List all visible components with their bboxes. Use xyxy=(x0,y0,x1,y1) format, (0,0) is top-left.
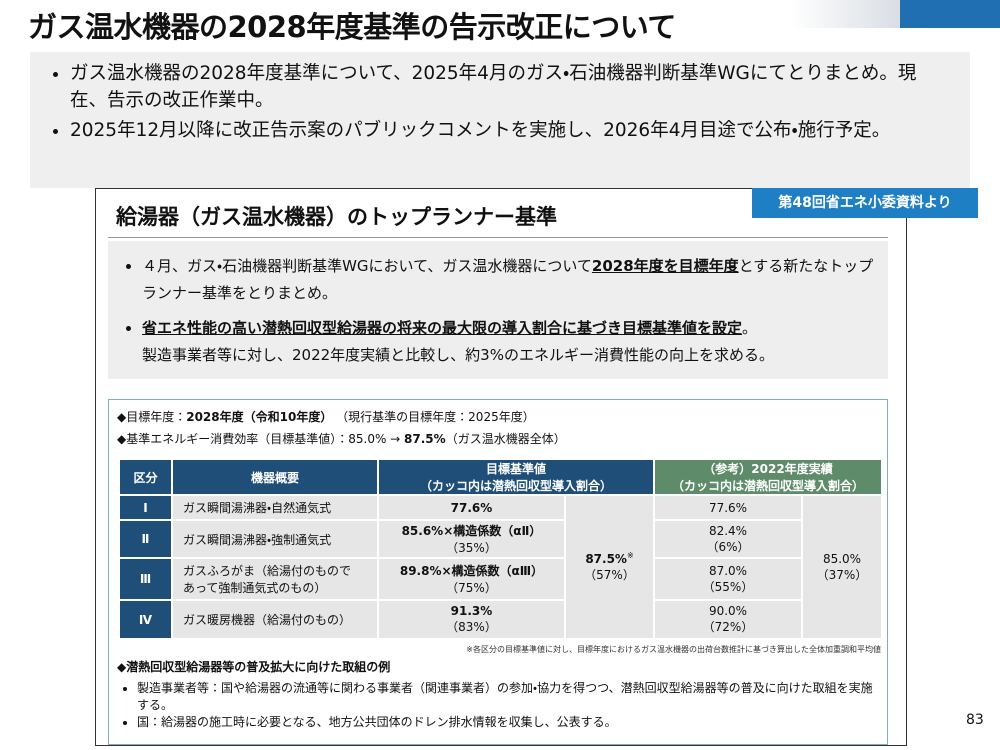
target-total: 87.5%※ （57%） xyxy=(566,496,653,638)
emphasis: 87.5% xyxy=(404,432,446,446)
decoration xyxy=(900,0,1000,28)
target-cell: 77.6% xyxy=(379,496,564,519)
actual-cell: 82.4% （6%） xyxy=(655,521,801,557)
measure-list: 製造事業者等：国や給湯器の流通等に関わる事業者（関連事業者）の参加・協力を得つつ… xyxy=(117,680,877,731)
page-number: 83 xyxy=(966,712,984,728)
text: 90.0% xyxy=(708,604,748,618)
text: ◆基準エネルギー消費効率（目標基準値）：85.0% → xyxy=(117,432,405,446)
text: 目標基準値 xyxy=(485,462,546,476)
text: （参考）2022年度実績 xyxy=(703,462,833,476)
text: （55%） xyxy=(702,579,754,594)
text: 89.8%×構造係数（αⅢ） xyxy=(399,564,544,578)
slide-title: 給湯器（ガス温水機器）のトップランナー基準 xyxy=(116,205,557,229)
bullet: 国：給湯器の施工時に必要となる、地方公共団体のドレン排水情報を収集し、公表する。 xyxy=(137,714,877,731)
actual-cell: 77.6% xyxy=(655,496,801,519)
text: （カッコ内は潜熱回収型導入割合） xyxy=(419,479,612,493)
text: 85.6%×構造係数（αⅡ） xyxy=(401,524,542,538)
text: 87.0% xyxy=(708,563,748,578)
text: ４月、ガス・石油機器判断基準WGにおいて、ガス温水機器について xyxy=(142,257,592,275)
text: ◆目標年度： xyxy=(117,410,187,424)
desc-cell: ガス瞬間湯沸器・強制通気式 xyxy=(173,521,377,557)
page-title: ガス温水機器の2028年度基準の告示改正について xyxy=(28,10,676,44)
measures-title: ◆潜熱回収型給湯器等の普及拡大に向けた取組の例 xyxy=(117,660,391,674)
emphasis: 2028年度（令和10年度） xyxy=(186,410,333,424)
emphasis: 省エネ性能の高い潜熱回収型給湯器の将来の最大限の導入割合に基づき目標基準値を設定 xyxy=(142,319,743,337)
text: 。 xyxy=(742,319,758,337)
actual-cell: 90.0% （72%） xyxy=(655,601,801,638)
note-mark: ※ xyxy=(626,551,634,560)
standard-box: ◆目標年度：2028年度（令和10年度） （現行基準の目標年度：2025年度） … xyxy=(108,399,888,745)
info-line: ◆基準エネルギー消費効率（目標基準値）：85.0% → 87.5%（ガス温水機器… xyxy=(117,430,566,447)
header-cell: 機器概要 xyxy=(173,460,377,494)
row: Ⅲ ガスふろがま（給湯付のもので あって強制通気式のもの） 89.8%×構造係数（… xyxy=(120,559,881,599)
text: とする新たなトップランナー基準をとりまとめ。 xyxy=(142,257,874,302)
actual-cell: 87.0% （55%） xyxy=(655,559,801,599)
text: （カッコ内は潜熱回収型導入割合） xyxy=(671,479,864,493)
header-cell: （参考）2022年度実績 （カッコ内は潜熱回収型導入割合） xyxy=(655,460,881,494)
row: Ⅰ ガス瞬間湯沸器・自然通気式 77.6% 87.5%※ （57%） 77.6% … xyxy=(120,496,881,638)
standard-table: 区分 機器概要 目標基準値 （カッコ内は潜熱回収型導入割合） （参考）2022年度… xyxy=(118,458,883,640)
text: （35%） xyxy=(446,541,497,555)
decoration xyxy=(790,0,900,28)
text: （83%） xyxy=(446,620,497,634)
summary-list: ガス温水機器の2028年度基準について、2025年4月のガス・石油機器判断基準W… xyxy=(30,52,970,144)
summary-box: ガス温水機器の2028年度基準について、2025年4月のガス・石油機器判断基準W… xyxy=(30,52,970,188)
header-row: 区分 機器概要 目標基準値 （カッコ内は潜熱回収型導入割合） （参考）2022年度… xyxy=(120,460,881,494)
bullet: 2025年12月以降に改正告示案のパブリックコメントを実施し、2026年4月目途… xyxy=(70,117,950,144)
text: 82.4% xyxy=(708,523,748,538)
text: （72%） xyxy=(702,620,754,634)
target-cell: 89.8%×構造係数（αⅢ） （75%） xyxy=(379,559,564,599)
row: Ⅳ ガス暖房機器（給湯付のもの） 91.3% （83%） 90.0% （72%） xyxy=(120,601,881,638)
text: （37%） xyxy=(816,567,868,582)
row: Ⅱ ガス瞬間湯沸器・強制通気式 85.6%×構造係数（αⅡ） （35%） 82.4… xyxy=(120,521,881,557)
text: （75%） xyxy=(446,581,497,595)
header-cell: 区分 xyxy=(120,460,171,494)
key-points: ４月、ガス・石油機器判断基準WGにおいて、ガス温水機器について2028年度を目標… xyxy=(108,241,888,379)
desc-cell: ガスふろがま（給湯付のもので あって強制通気式のもの） xyxy=(173,559,377,599)
class-cell: Ⅳ xyxy=(120,601,171,638)
footnote: ※各区分の目標基準値に対し、目標年度におけるガス温水機器の出荷台数推計に基づき算… xyxy=(466,645,881,654)
bullet: ガス温水機器の2028年度基準について、2025年4月のガス・石油機器判断基準W… xyxy=(70,60,950,114)
bullet: ４月、ガス・石油機器判断基準WGにおいて、ガス温水機器について2028年度を目標… xyxy=(142,253,878,307)
text: （57%） xyxy=(584,568,635,582)
text: （現行基準の目標年度：2025年度） xyxy=(336,410,535,424)
desc-cell: ガス瞬間湯沸器・自然通気式 xyxy=(173,496,377,519)
actual-total: 85.0% （37%） xyxy=(803,496,881,638)
source-badge: 第48回省エネ小委資料より xyxy=(752,188,978,218)
class-cell: Ⅲ xyxy=(120,559,171,599)
target-cell: 91.3% （83%） xyxy=(379,601,564,638)
point-list: ４月、ガス・石油機器判断基準WGにおいて、ガス温水機器について2028年度を目標… xyxy=(108,241,888,369)
divider xyxy=(108,237,888,238)
desc-cell: ガス暖房機器（給湯付のもの） xyxy=(173,601,377,638)
text: 87.5% xyxy=(585,552,627,566)
text: （ガス温水機器全体） xyxy=(445,432,566,446)
text: ガスふろがま（給湯付のもので xyxy=(183,564,352,578)
text: 85.0% xyxy=(822,551,862,566)
bullet: 省エネ性能の高い潜熱回収型給湯器の将来の最大限の導入割合に基づき目標基準値を設定… xyxy=(142,315,878,369)
text: （6%） xyxy=(706,539,750,554)
info-line: ◆目標年度：2028年度（令和10年度） （現行基準の目標年度：2025年度） xyxy=(117,408,535,425)
header-cell: 目標基準値 （カッコ内は潜熱回収型導入割合） xyxy=(379,460,653,494)
text: 製造事業者等に対し、2022年度実績と比較し、約3%のエネルギー消費性能の向上を… xyxy=(142,346,774,364)
slide-excerpt: 給湯器（ガス温水機器）のトップランナー基準 ４月、ガス・石油機器判断基準WGにお… xyxy=(95,188,907,746)
measures: 製造事業者等：国や給湯器の流通等に関わる事業者（関連事業者）の参加・協力を得つつ… xyxy=(117,680,877,731)
emphasis: 2028年度を目標年度 xyxy=(591,257,739,275)
text: 91.3% xyxy=(450,604,493,618)
text: あって強制通気式のもの） xyxy=(183,581,327,595)
target-cell: 85.6%×構造係数（αⅡ） （35%） xyxy=(379,521,564,557)
bullet: 製造事業者等：国や給湯器の流通等に関わる事業者（関連事業者）の参加・協力を得つつ… xyxy=(137,680,877,714)
class-cell: Ⅱ xyxy=(120,521,171,557)
class-cell: Ⅰ xyxy=(120,496,171,519)
